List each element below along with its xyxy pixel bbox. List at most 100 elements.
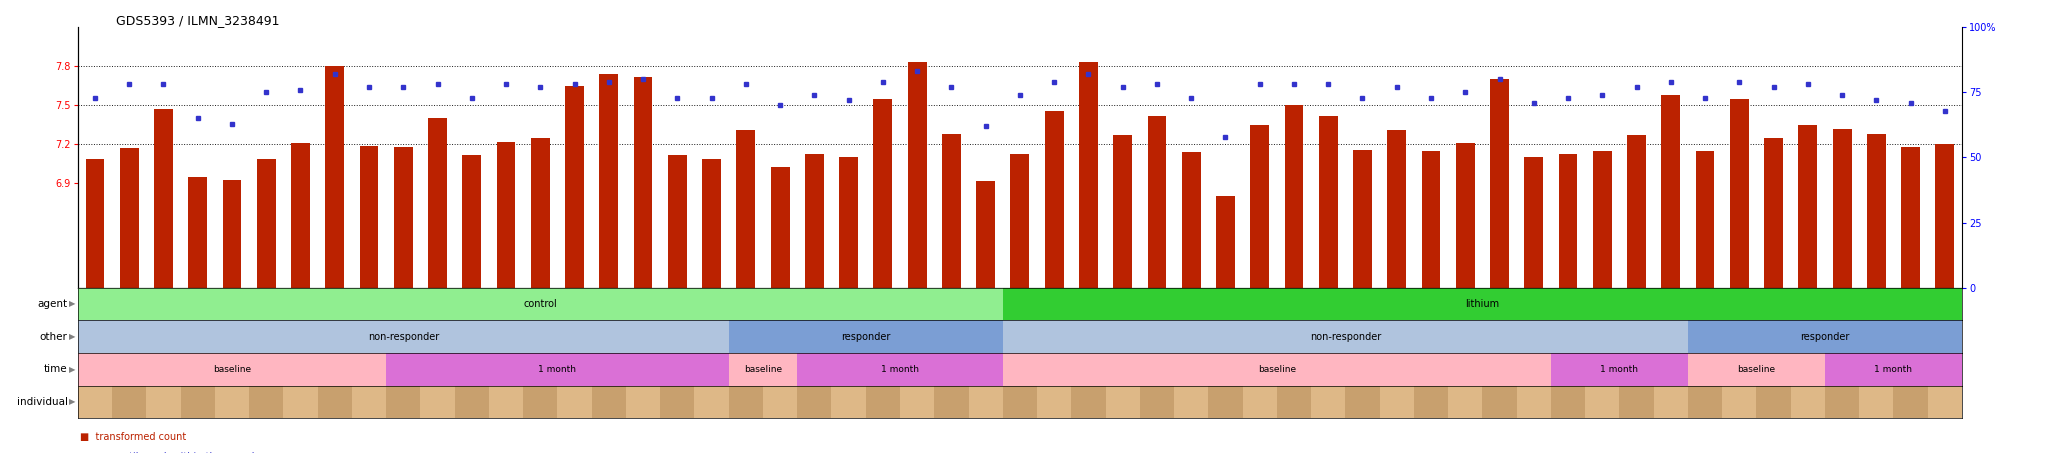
Bar [1044, 111, 1063, 288]
Text: non-responder: non-responder [1311, 332, 1380, 342]
Text: ▶: ▶ [70, 365, 76, 374]
Bar [633, 77, 653, 288]
Bar [1079, 63, 1098, 288]
Text: baseline: baseline [213, 365, 252, 374]
Bar [831, 386, 866, 418]
Text: ▶: ▶ [70, 332, 76, 341]
Text: 1 month: 1 month [881, 365, 920, 374]
Bar [1456, 143, 1475, 288]
Bar [702, 159, 721, 288]
Text: 1 month: 1 month [539, 365, 575, 374]
Bar [840, 157, 858, 288]
Text: time: time [43, 364, 68, 374]
Bar [1559, 154, 1577, 288]
Bar [872, 99, 893, 288]
Bar [119, 148, 139, 288]
Bar [317, 386, 352, 418]
Bar [565, 86, 584, 288]
Bar [180, 386, 215, 418]
Text: ■  percentile rank within the sample: ■ percentile rank within the sample [80, 452, 260, 453]
Text: control: control [524, 299, 557, 309]
Bar [729, 320, 1004, 353]
Bar [360, 146, 379, 288]
Bar [1284, 105, 1303, 288]
Bar [1860, 386, 1894, 418]
Bar [496, 142, 516, 288]
Bar [600, 74, 618, 288]
Bar [1798, 125, 1817, 288]
Text: GDS5393 / ILMN_3238491: GDS5393 / ILMN_3238491 [115, 14, 279, 27]
Bar [250, 386, 283, 418]
Text: baseline: baseline [1257, 365, 1296, 374]
Bar [1825, 353, 1962, 386]
Bar [352, 386, 387, 418]
Bar [1147, 116, 1167, 288]
Text: agent: agent [37, 299, 68, 309]
Bar [1182, 152, 1200, 288]
Bar [463, 155, 481, 288]
Text: other: other [39, 332, 68, 342]
Bar [1004, 386, 1036, 418]
Bar [1243, 386, 1276, 418]
Bar [1620, 386, 1653, 418]
Bar [907, 63, 926, 288]
Bar [1825, 386, 1860, 418]
Bar [215, 386, 250, 418]
Bar [1386, 130, 1407, 288]
Bar [1217, 197, 1235, 288]
Bar [428, 118, 446, 288]
Bar [1696, 151, 1714, 288]
Bar [797, 386, 831, 418]
Bar [1319, 116, 1337, 288]
Bar [1763, 138, 1784, 288]
Bar [1354, 149, 1372, 288]
Bar [291, 143, 309, 288]
Bar [1524, 157, 1544, 288]
Bar [1483, 386, 1518, 418]
Bar [1004, 353, 1550, 386]
Bar [1311, 386, 1346, 418]
Bar [1174, 386, 1208, 418]
Bar [1448, 386, 1483, 418]
Bar [283, 386, 317, 418]
Bar [797, 353, 1004, 386]
Bar [1661, 95, 1679, 288]
Bar [1004, 288, 1962, 320]
Bar [1894, 386, 1927, 418]
Bar [113, 386, 145, 418]
Bar [1927, 386, 1962, 418]
Bar [1249, 125, 1270, 288]
Text: ■  transformed count: ■ transformed count [80, 432, 186, 442]
Bar [694, 386, 729, 418]
Bar [1421, 151, 1440, 288]
Text: non-responder: non-responder [369, 332, 438, 342]
Bar [1790, 386, 1825, 418]
Bar [1901, 147, 1921, 288]
Bar [387, 386, 420, 418]
Bar [592, 386, 627, 418]
Bar [737, 130, 756, 288]
Text: lithium: lithium [1464, 299, 1499, 309]
Bar [1688, 320, 1962, 353]
Bar [627, 386, 659, 418]
Bar [729, 386, 764, 418]
Bar [805, 154, 823, 288]
Bar [522, 386, 557, 418]
Bar [899, 386, 934, 418]
Bar [668, 155, 686, 288]
Text: responder: responder [842, 332, 891, 342]
Bar [1413, 386, 1448, 418]
Bar [1114, 135, 1133, 288]
Bar [1833, 129, 1851, 288]
Bar [729, 353, 797, 386]
Bar [154, 109, 172, 288]
Text: individual: individual [16, 397, 68, 407]
Bar [420, 386, 455, 418]
Text: 1 month: 1 month [1874, 365, 1913, 374]
Bar [78, 353, 387, 386]
Bar [78, 386, 113, 418]
Bar [866, 386, 899, 418]
Text: responder: responder [1800, 332, 1849, 342]
Bar [1380, 386, 1413, 418]
Bar [188, 177, 207, 288]
